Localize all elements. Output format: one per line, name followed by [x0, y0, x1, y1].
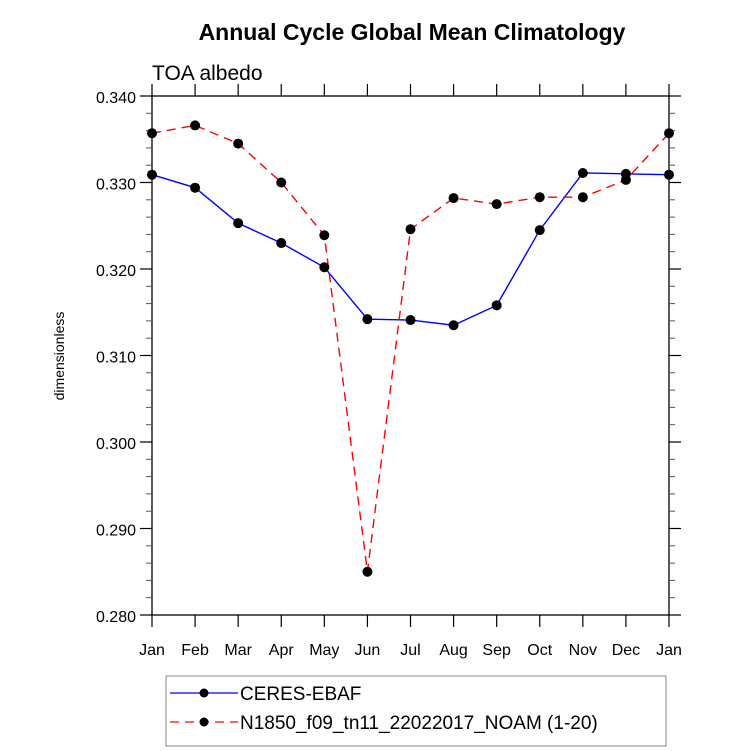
data-point-series-0 — [534, 225, 545, 236]
legend-marker-model — [199, 717, 209, 727]
data-point-series-1 — [620, 174, 631, 185]
data-point-series-0 — [362, 314, 373, 325]
data-point-series-0 — [405, 315, 416, 326]
legend-label-model: N1850_f09_tn11_22022017_NOAM (1-20) — [240, 713, 598, 734]
y-tick-label: 0.340 — [96, 90, 136, 107]
data-point-series-1 — [190, 120, 201, 131]
data-point-series-1 — [362, 566, 373, 577]
x-tick-label: Jul — [400, 642, 420, 659]
data-point-series-0 — [319, 262, 330, 273]
data-point-series-1 — [664, 128, 674, 139]
y-tick-label: 0.290 — [96, 523, 136, 540]
data-point-series-1 — [319, 230, 330, 241]
data-point-series-1 — [276, 177, 287, 188]
data-point-series-1 — [491, 199, 502, 210]
x-ticks: Jan Feb Mar Apr May Jun Jul Aug Sep Oct Nov Dec Jan — [139, 84, 682, 659]
series-markers — [147, 120, 674, 577]
data-point-series-1 — [577, 192, 588, 203]
legend-label-ceres-ebaf: CERES-EBAF — [240, 684, 361, 705]
chart-title: Annual Cycle Global Mean Climatology — [199, 19, 626, 45]
y-tick-label: 0.330 — [96, 177, 136, 194]
series-line-0 — [151, 172, 670, 326]
data-point-series-0 — [233, 218, 244, 229]
x-tick-label: Feb — [181, 642, 209, 659]
x-tick-label: Jan — [656, 642, 682, 659]
y-axis-label: dimensionless — [51, 312, 67, 401]
x-tick-label: Nov — [569, 642, 597, 659]
legend-marker-ceres-ebaf — [199, 688, 209, 698]
x-tick-label: Mar — [224, 642, 252, 659]
data-point-series-0 — [448, 320, 459, 331]
y-tick-label: 0.320 — [96, 263, 136, 280]
data-point-series-0 — [276, 238, 287, 249]
y-tick-label: 0.310 — [96, 350, 136, 367]
x-tick-label: Jan — [139, 642, 165, 659]
x-tick-label: Oct — [527, 642, 552, 659]
series-lines — [151, 124, 670, 572]
x-tick-label: Aug — [439, 642, 467, 659]
chart-subtitle: TOA albedo — [152, 62, 263, 85]
data-point-series-0 — [147, 169, 157, 180]
data-point-series-1 — [233, 138, 244, 149]
data-point-series-1 — [534, 192, 545, 203]
x-tick-label: Jun — [355, 642, 381, 659]
y-ticks: 0.340 0.330 0.320 0.310 0.300 0.290 0.280 — [96, 90, 681, 626]
data-point-series-0 — [577, 167, 588, 178]
data-point-series-0 — [491, 300, 502, 311]
data-point-series-0 — [190, 182, 201, 193]
data-point-series-1 — [448, 193, 459, 204]
x-tick-label: May — [309, 642, 339, 659]
x-tick-label: Apr — [269, 642, 295, 659]
data-point-series-1 — [147, 128, 157, 139]
series-line-1 — [151, 124, 670, 572]
y-tick-label: 0.300 — [96, 436, 136, 453]
data-point-series-0 — [664, 169, 674, 180]
y-tick-label: 0.280 — [96, 609, 136, 626]
data-point-series-1 — [405, 224, 416, 235]
legend: CERES-EBAF N1850_f09_tn11_22022017_NOAM … — [165, 675, 667, 747]
x-tick-label: Dec — [612, 642, 640, 659]
x-tick-label: Sep — [482, 642, 511, 659]
legend-box — [165, 675, 667, 747]
